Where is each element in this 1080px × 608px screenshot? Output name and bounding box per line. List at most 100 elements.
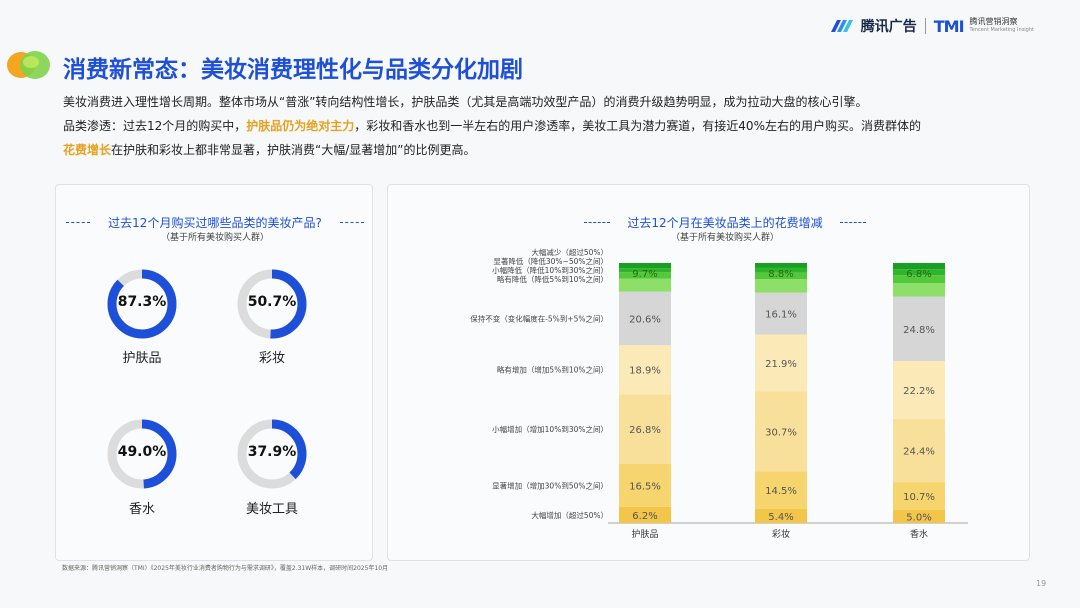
data-label: 8.8% (768, 269, 793, 280)
donut-value: 50.7% (247, 294, 297, 310)
data-label: 26.8% (629, 425, 661, 436)
intro-line-2-a: 品类渗透：过去12个月的购买中， (63, 119, 247, 133)
bar-segment (619, 272, 671, 279)
category-label: 香水 (910, 528, 928, 540)
intro-line-1: 美妆消费进入理性增长周期。整体市场从“普涨”转向结构性增长，护肤品类（尤其是高端… (63, 95, 868, 109)
bar-segment (755, 391, 807, 472)
category-label: 彩妆 (772, 528, 790, 540)
intro-text: 美妆消费进入理性增长周期。整体市场从“普涨”转向结构性增长，护肤品类（尤其是高端… (63, 90, 1043, 162)
bar-segment (619, 506, 671, 523)
bar-segment (755, 272, 807, 280)
donut-label: 香水 (128, 502, 155, 517)
header-brand: 腾讯广告 TMI 腾讯营销洞察 Tencent Marketing Insigh… (829, 16, 1034, 36)
data-label: 5.4% (768, 512, 793, 523)
tmi-brand-cn: 腾讯营销洞察 (969, 17, 1018, 26)
series-label: 小幅增加（增加10%到30%之间） (492, 424, 608, 434)
bar-segment (893, 418, 945, 483)
bar-segment (893, 510, 945, 523)
tmi-logo: TMI (933, 16, 965, 36)
bar-segment (619, 394, 671, 464)
intro-highlight-spend: 花费增长 (63, 143, 112, 157)
intro-line-2-b: ，彩妆和香水也到一半左右的用户渗透率，美妆工具为潜力赛道，有接近40%左右的用户… (354, 119, 921, 133)
bar-segment (619, 345, 671, 395)
bar-segment (893, 283, 945, 297)
bar-segment (893, 269, 945, 276)
bar-segment (755, 471, 807, 509)
tencent-ads-brand: 腾讯广告 (860, 19, 917, 35)
donut-arc (237, 419, 307, 489)
donut-chart-skincare (107, 269, 177, 339)
spending-subtitle: （基于所有美妆购买人群） (670, 233, 779, 243)
category-penetration-panel: 过去12个月购买过哪些品类的美妆产品? （基于所有美妆购买人群） 87.3% 护… (55, 184, 373, 561)
spending-change-panel: 过去12个月在美妆品类上的花费增减 （基于所有美妆购买人群） 6.2% 16.5%… (387, 184, 1030, 561)
series-label: 略有增加（增加5%到10%之间） (497, 365, 608, 375)
donut-label: 彩妆 (258, 351, 285, 366)
bar-segment (893, 482, 945, 510)
bar-segment (755, 334, 807, 392)
donut-arc (237, 269, 307, 339)
page-number: 19 (1036, 579, 1047, 588)
donut-arc (107, 269, 177, 339)
donut-value: 49.0% (117, 444, 167, 460)
intro-line-3-b: 在护肤和彩妆上都非常显著，护肤消费“大幅/显著增加”的比例更高。 (111, 143, 476, 157)
donut-label: 美妆工具 (245, 502, 298, 517)
series-label: 显著增加（增加30%到50%之间） (492, 480, 608, 490)
stacked-bar-chart: 6.2% 16.5% 26.8% 18.9% 20.6% 9.7% 护肤品 5.4% 14.5%… (470, 247, 968, 540)
title-decoration-icon (5, 48, 53, 82)
title-rule-left (584, 222, 610, 223)
tmi-brand-text: 腾讯营销洞察 Tencent Marketing Insight (970, 17, 1034, 35)
tmi-brand-en: Tencent Marketing Insight (969, 27, 1034, 33)
data-label: 21.9% (765, 359, 797, 370)
bar-segment (893, 263, 945, 270)
title-rule-left (66, 222, 90, 223)
title-rule-right (840, 222, 866, 223)
bar-segment (893, 361, 945, 419)
bar-segment (755, 292, 807, 335)
bar-segment (619, 463, 671, 507)
data-label: 9.7% (632, 269, 657, 280)
data-label: 20.6% (629, 314, 661, 325)
data-label: 16.1% (765, 310, 797, 321)
donut-chart-tools (237, 419, 307, 489)
data-label: 6.2% (632, 511, 657, 522)
donut-value: 37.9% (247, 444, 297, 460)
penetration-title: 过去12个月购买过哪些品类的美妆产品? (108, 216, 322, 230)
data-label: 22.2% (903, 386, 935, 397)
series-label: 大幅增加（超过50%） (531, 510, 608, 520)
category-label: 护肤品 (631, 528, 658, 540)
data-label: 24.4% (903, 446, 935, 457)
title-rule-right (340, 222, 364, 223)
data-label: 14.5% (765, 486, 797, 497)
bar-segment (619, 291, 671, 346)
page-title: 消费新常态：美妆消费理性化与品类分化加剧 (63, 57, 523, 83)
brand-divider (924, 18, 926, 34)
bar-segment (755, 267, 807, 273)
data-label: 10.7% (903, 492, 935, 503)
donut-chart-fragrance (107, 419, 177, 489)
bar-segment (755, 263, 807, 268)
bar-segment (619, 268, 671, 273)
data-label: 6.8% (906, 269, 931, 280)
series-label: 略有降低（降低5%到10%之间） (497, 274, 608, 284)
intro-line-3: 花费增长在护肤和彩妆上都非常显著，护肤消费“大幅/显著增加”的比例更高。 (63, 138, 1043, 162)
tencent-ads-logo-icon (829, 18, 855, 34)
data-label: 5.0% (906, 513, 931, 524)
bar-segment (619, 278, 671, 292)
data-source-note: 数据来源：腾讯营销洞察（TMI）《2025年美妆行业消费者购物行为与需求调研》，… (62, 565, 389, 572)
bar-segment (619, 263, 671, 269)
series-label: 显著降低（降低30%~50%之间） (493, 256, 608, 266)
donut-value: 87.3% (117, 294, 167, 310)
data-label: 24.8% (903, 325, 935, 336)
bar-segment (893, 275, 945, 284)
data-label: 30.7% (765, 427, 797, 438)
penetration-subtitle: （基于所有美妆购买人群） (160, 233, 269, 243)
intro-line-2: 品类渗透：过去12个月的购买中，护肤品仍为绝对主力，彩妆和香水也到一半左右的用户… (63, 114, 1043, 138)
donut-chart-makeup (237, 269, 307, 339)
series-label: 大幅减少（超过50%） (531, 247, 608, 257)
series-label: 小幅降低（降低10%到30%之间） (492, 265, 608, 275)
bar-segment (755, 279, 807, 293)
data-label: 16.5% (629, 481, 661, 492)
bar-segment (893, 296, 945, 362)
data-label: 18.9% (629, 366, 661, 377)
bar-segment (755, 508, 807, 523)
